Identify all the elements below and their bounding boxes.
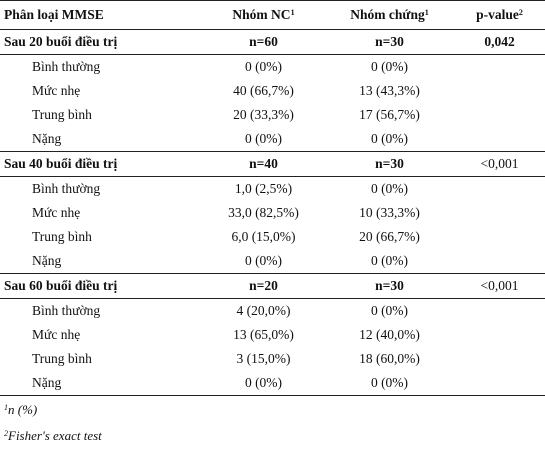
row-study-value: 20 (33,3%) (233, 107, 294, 122)
row-label: Trung bình (32, 229, 92, 244)
row-p-empty (454, 103, 545, 127)
row-p-empty (454, 249, 545, 274)
row-control-value: 10 (33,3%) (359, 205, 420, 220)
row-control-value: 0 (0%) (370, 131, 409, 146)
group-row: Sau 40 buổi điều trị n=40 n=30 <0,001 (0, 151, 545, 177)
row-study-value: 3 (15,0%) (236, 351, 291, 366)
row-label: Bình thường (32, 303, 101, 318)
group-label: Sau 40 buổi điều trị (0, 151, 202, 177)
row-study-value: 6,0 (15,0%) (231, 229, 296, 244)
group-n-study: n=20 (202, 273, 325, 299)
group-label: Sau 60 buổi điều trị (0, 273, 202, 299)
row-study-value: 13 (65,0%) (233, 327, 294, 342)
row-study-value: 0 (0%) (244, 59, 283, 74)
row-control-value: 0 (0%) (370, 181, 409, 196)
row-label: Bình thường (32, 181, 101, 196)
row-label: Nặng (32, 253, 62, 268)
footnote-2: 2Fisher's exact test (4, 428, 102, 443)
row-label: Bình thường (32, 59, 101, 74)
row-label: Trung bình (32, 351, 92, 366)
group-row: Sau 20 buổi điều trị n=60 n=30 0,042 (0, 29, 545, 55)
table-row: Trung bình 20 (33,3%) 17 (56,7%) (0, 103, 545, 127)
table-row: Bình thường 0 (0%) 0 (0%) (0, 55, 545, 80)
table-row: Bình thường 4 (20,0%) 0 (0%) (0, 299, 545, 324)
table-row: Bình thường 1,0 (2,5%) 0 (0%) (0, 177, 545, 202)
row-study-value: 0 (0%) (244, 131, 283, 146)
row-label: Mức nhẹ (32, 205, 81, 220)
group-n-control: n=30 (325, 29, 454, 55)
group-p-value: <0,001 (454, 151, 545, 177)
table-row: Trung bình 6,0 (15,0%) 20 (66,7%) (0, 225, 545, 249)
row-control-value: 17 (56,7%) (359, 107, 420, 122)
group-row: Sau 60 buổi điều trị n=20 n=30 <0,001 (0, 273, 545, 299)
row-label: Nặng (0, 371, 202, 396)
table-row: Mức nhẹ 33,0 (82,5%) 10 (33,3%) (0, 201, 545, 225)
group-p-value: 0,042 (454, 29, 545, 55)
group-n-study: n=60 (202, 29, 325, 55)
row-p-empty (454, 299, 545, 324)
table-row: Nặng 0 (0%) 0 (0%) (0, 249, 545, 274)
group-n-control: n=30 (325, 151, 454, 177)
row-p-empty (454, 79, 545, 103)
table-row: Trung bình 3 (15,0%) 18 (60,0%) (0, 347, 545, 371)
table-row: Nặng 0 (0%) 0 (0%) (0, 127, 545, 152)
row-p-empty (454, 177, 545, 202)
group-n-control: n=30 (325, 273, 454, 299)
row-study-value: 1,0 (2,5%) (234, 181, 293, 196)
header-p-value: p-value2 (454, 0, 545, 30)
row-study-value: 0 (0%) (244, 253, 283, 268)
table-header-row: Phân loại MMSE Nhóm NC1 Nhóm chứng1 p-va… (0, 0, 545, 30)
row-p-empty (454, 371, 545, 396)
row-study-value: 4 (20,0%) (236, 303, 291, 318)
row-p-empty (454, 323, 545, 347)
row-control-value: 0 (0%) (370, 303, 409, 318)
group-label: Sau 20 buổi điều trị (0, 29, 202, 55)
footnote-1: 1n (%) (4, 402, 38, 417)
row-control-value: 0 (0%) (370, 59, 409, 74)
row-study-value: 40 (66,7%) (233, 83, 294, 98)
row-p-empty (454, 55, 545, 80)
row-p-empty (454, 347, 545, 371)
row-p-empty (454, 225, 545, 249)
row-label: Nặng (32, 131, 62, 146)
row-control-value: 0 (0%) (325, 371, 454, 396)
row-control-value: 12 (40,0%) (359, 327, 420, 342)
table-row: Mức nhẹ 13 (65,0%) 12 (40,0%) (0, 323, 545, 347)
header-classification: Phân loại MMSE (0, 0, 202, 30)
row-p-empty (454, 127, 545, 152)
table-row: Nặng 0 (0%) 0 (0%) (0, 371, 545, 396)
row-control-value: 0 (0%) (370, 253, 409, 268)
row-p-empty (454, 201, 545, 225)
row-study-value: 0 (0%) (202, 371, 325, 396)
row-study-value: 33,0 (82,5%) (228, 205, 299, 220)
row-label: Mức nhẹ (32, 83, 81, 98)
row-control-value: 18 (60,0%) (359, 351, 420, 366)
group-n-study: n=40 (202, 151, 325, 177)
header-control-group: Nhóm chứng1 (325, 0, 454, 30)
row-label: Mức nhẹ (32, 327, 81, 342)
row-control-value: 20 (66,7%) (359, 229, 420, 244)
row-control-value: 13 (43,3%) (359, 83, 420, 98)
row-label: Trung bình (32, 107, 92, 122)
header-study-group: Nhóm NC1 (202, 0, 325, 30)
group-p-value: <0,001 (454, 273, 545, 299)
mmse-table: Phân loại MMSE Nhóm NC1 Nhóm chứng1 p-va… (0, 0, 545, 396)
table-row: Mức nhẹ 40 (66,7%) 13 (43,3%) (0, 79, 545, 103)
